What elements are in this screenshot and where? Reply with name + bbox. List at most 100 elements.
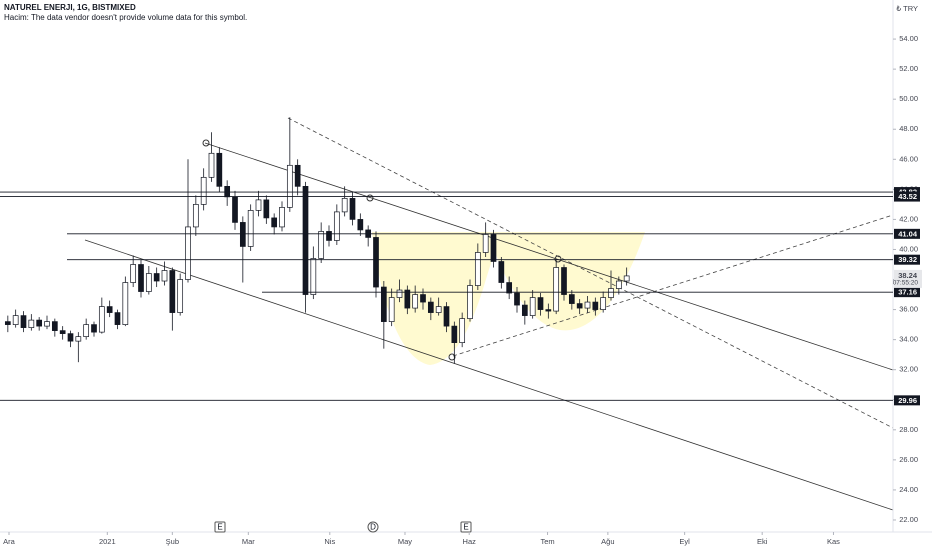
candle [318, 222, 325, 263]
candle [122, 276, 129, 327]
candle-body [576, 303, 583, 309]
candle-body [263, 199, 270, 219]
candle-body [114, 312, 121, 325]
x-tick-label: Tem [540, 537, 554, 546]
candle [310, 246, 317, 300]
candle-body [122, 282, 129, 325]
candle [145, 266, 152, 295]
candle-body [568, 294, 575, 304]
candle-body [294, 164, 301, 187]
candle [608, 270, 614, 301]
anchor [448, 353, 456, 361]
y-tick-label: 54.00 [899, 34, 918, 43]
candle [615, 276, 622, 295]
x-tick-label: Ağu [601, 537, 614, 546]
candle-body [192, 204, 199, 228]
candle-body [12, 315, 19, 325]
x-tick-label: Kas [827, 537, 840, 546]
candle-body [600, 297, 607, 310]
candle-body [380, 286, 387, 322]
candle [294, 159, 301, 196]
y-tick-label: 34.00 [899, 335, 918, 344]
candle [576, 299, 583, 315]
candle-body [83, 324, 90, 337]
candle [412, 285, 419, 313]
candle-body [467, 285, 473, 319]
candle [333, 204, 340, 245]
candle [200, 168, 207, 211]
candle-body [451, 325, 458, 343]
candle [28, 314, 35, 331]
candle [67, 330, 74, 348]
candle [192, 195, 199, 236]
candle-body [286, 164, 293, 208]
candle [568, 290, 575, 310]
event-icon: E [214, 521, 226, 533]
candle [59, 326, 66, 340]
y-tick-label: 40.00 [899, 244, 918, 253]
candle-body [529, 297, 536, 316]
candle-body [200, 176, 207, 205]
candle [623, 267, 630, 286]
y-tick-label: 48.00 [899, 124, 918, 133]
candle [185, 159, 191, 283]
event-icon: E [460, 521, 472, 533]
candle-body [404, 289, 411, 309]
level-label-box [894, 287, 920, 298]
candle [20, 311, 27, 333]
candle-body [279, 207, 285, 228]
candle-body [310, 258, 317, 295]
candle [263, 195, 270, 224]
x-tick-label: Nis [324, 537, 335, 546]
y-tick-label: 22.00 [899, 515, 918, 524]
candle [91, 321, 97, 337]
currency: ₺ TRY [896, 4, 918, 13]
x-tick-label: Ara [3, 537, 16, 546]
candle-body [443, 306, 450, 327]
candle-body [615, 280, 622, 289]
candle [83, 318, 90, 340]
candle-body [247, 210, 254, 247]
candle [216, 147, 223, 193]
candle [208, 132, 215, 182]
candle-body [349, 198, 356, 220]
level-label: 39.32 [898, 255, 917, 264]
candle-body [44, 321, 50, 327]
candle-body [482, 234, 489, 253]
candle [435, 297, 442, 316]
candle-body [302, 186, 309, 295]
level-label-box [894, 191, 920, 202]
candle [349, 192, 356, 226]
candle [561, 264, 567, 301]
volume-note: Hacim: The data vendor doesn't provide v… [4, 13, 247, 22]
candle [12, 309, 19, 328]
candle-body [561, 267, 567, 295]
level-label-box [894, 395, 920, 406]
last-price-box [894, 269, 922, 288]
x-tick-label: 2021 [99, 537, 116, 546]
event-label: D [370, 523, 376, 532]
y-tick-label: 32.00 [899, 365, 918, 374]
candle [130, 255, 137, 288]
candle [451, 321, 458, 364]
candle [44, 315, 50, 330]
candle-body [521, 304, 528, 316]
candle-body [255, 199, 262, 211]
level-label: 43.52 [898, 192, 917, 201]
candle-body [608, 288, 614, 298]
candle-body [592, 301, 599, 310]
anchor [202, 139, 210, 147]
candle [75, 332, 82, 363]
event-label: E [217, 523, 222, 532]
trendline [287, 117, 894, 429]
candle [247, 204, 254, 251]
last-price: 38.24 [898, 271, 918, 280]
level-label-box [894, 228, 920, 239]
candle [521, 300, 528, 325]
candle [592, 297, 599, 316]
candle [341, 186, 348, 217]
candle [514, 287, 520, 313]
trendline [452, 214, 894, 357]
y-tick-label: 46.00 [899, 154, 918, 163]
